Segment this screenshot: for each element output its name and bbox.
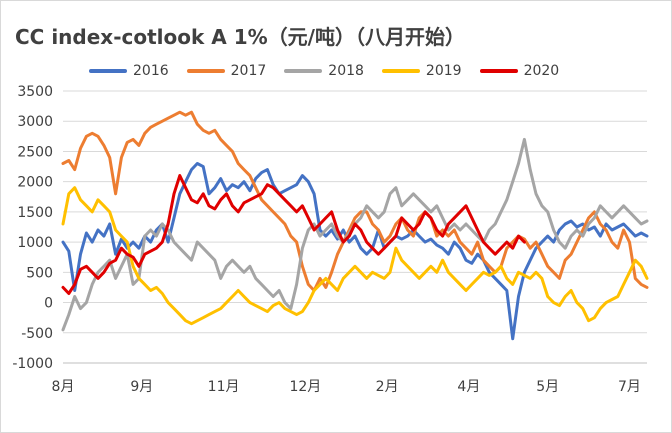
series-line-2020 bbox=[61, 174, 526, 295]
x-tick-label: 2月 bbox=[376, 379, 399, 395]
chart-legend: 2016 2017 2018 2019 2020 bbox=[89, 63, 559, 79]
legend-swatch bbox=[89, 69, 127, 73]
y-tick-label: 0 bbox=[44, 296, 53, 312]
legend-item-2017: 2017 bbox=[186, 63, 267, 79]
y-tick-label: 500 bbox=[26, 265, 53, 281]
legend-swatch bbox=[479, 69, 518, 73]
legend-swatch bbox=[186, 69, 225, 73]
y-tick-label: 3500 bbox=[17, 84, 53, 100]
legend-label: 2016 bbox=[133, 63, 169, 79]
x-tick-label: 8月 bbox=[52, 379, 75, 395]
legend-label: 2017 bbox=[230, 63, 267, 79]
y-tick-label: 3000 bbox=[17, 114, 53, 130]
legend-item-2016: 2016 bbox=[89, 63, 169, 79]
legend-label: 2018 bbox=[328, 63, 364, 79]
legend-item-2018: 2018 bbox=[284, 63, 364, 79]
y-tick-label: -1000 bbox=[12, 356, 53, 372]
x-tick-label: 7月 bbox=[618, 379, 641, 395]
x-tick-label: 12月 bbox=[289, 379, 321, 395]
y-tick-label: 1000 bbox=[17, 235, 53, 251]
series-line-2017 bbox=[61, 110, 649, 292]
x-tick-label: 9月 bbox=[130, 379, 153, 395]
y-tick-label: 2000 bbox=[17, 175, 53, 191]
y-tick-label: -500 bbox=[21, 326, 53, 342]
x-tick-label: 5月 bbox=[536, 379, 559, 395]
legend-item-2019: 2019 bbox=[381, 63, 462, 79]
y-tick-label: 2500 bbox=[17, 144, 53, 160]
x-tick-label: 11月 bbox=[208, 379, 240, 395]
legend-swatch bbox=[381, 69, 420, 73]
legend-label: 2020 bbox=[523, 63, 560, 79]
y-tick-label: 1500 bbox=[17, 205, 53, 221]
legend-item-2020: 2020 bbox=[479, 63, 560, 79]
x-tick-label: 4月 bbox=[457, 379, 480, 395]
legend-swatch bbox=[284, 69, 323, 73]
series-line-2019 bbox=[61, 186, 649, 326]
chart-title: CC index-cotlook A 1%（元/吨）（八月开始） bbox=[15, 25, 465, 49]
legend-label: 2019 bbox=[425, 63, 462, 79]
